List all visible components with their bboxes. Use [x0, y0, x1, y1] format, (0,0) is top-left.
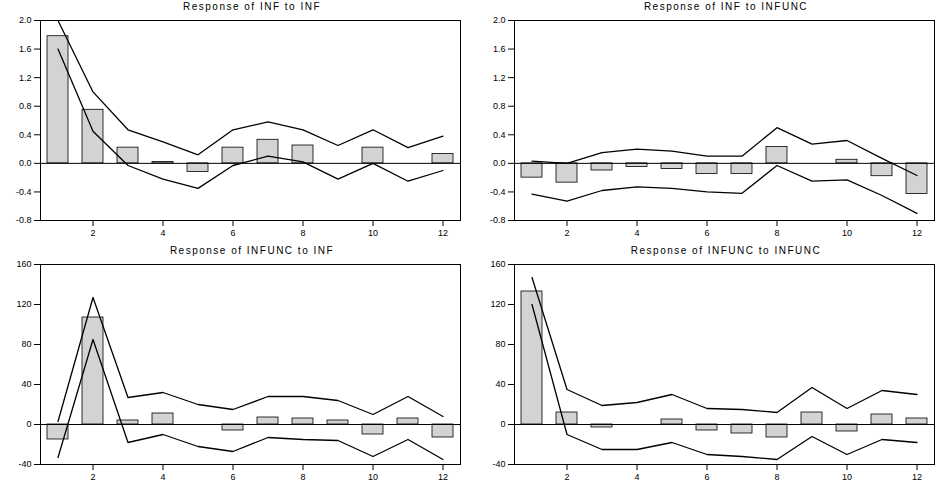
svg-text:0.8: 0.8: [19, 101, 32, 111]
svg-text:0.4: 0.4: [493, 130, 506, 140]
svg-text:6: 6: [230, 228, 235, 238]
svg-text:12: 12: [912, 228, 922, 238]
svg-text:-0.8: -0.8: [490, 215, 506, 225]
svg-text:0.8: 0.8: [493, 101, 506, 111]
svg-text:4: 4: [634, 228, 639, 238]
svg-text:12: 12: [438, 472, 448, 482]
svg-text:6: 6: [704, 228, 709, 238]
svg-text:0.0: 0.0: [19, 158, 32, 168]
svg-text:1.2: 1.2: [493, 73, 506, 83]
svg-text:6: 6: [704, 472, 709, 482]
svg-text:40: 40: [21, 379, 31, 389]
svg-text:8: 8: [774, 228, 779, 238]
svg-text:1.6: 1.6: [19, 44, 32, 54]
svg-text:2: 2: [564, 228, 569, 238]
svg-text:2.0: 2.0: [19, 15, 32, 25]
svg-text:1.6: 1.6: [493, 44, 506, 54]
svg-text:8: 8: [300, 228, 305, 238]
svg-text:-0.4: -0.4: [490, 187, 506, 197]
svg-text:4: 4: [160, 472, 165, 482]
svg-text:6: 6: [230, 472, 235, 482]
svg-text:10: 10: [368, 472, 378, 482]
svg-text:160: 160: [490, 259, 505, 269]
html-text:Response of INFUNC to INF: Response of INFUNC to INF: [169, 245, 335, 256]
svg-text:4: 4: [160, 228, 165, 238]
svg-text:-0.8: -0.8: [16, 215, 32, 225]
svg-text:12: 12: [912, 472, 922, 482]
svg-text:8: 8: [774, 472, 779, 482]
svg-text:0: 0: [26, 419, 31, 429]
svg-text:2: 2: [90, 228, 95, 238]
svg-text:4: 4: [634, 472, 639, 482]
svg-text:-40: -40: [492, 459, 505, 469]
svg-text:10: 10: [368, 228, 378, 238]
html-text:Response of INF to INF: Response of INF to INF: [183, 1, 321, 12]
svg-text:-0.4: -0.4: [16, 187, 32, 197]
svg-text:10: 10: [842, 472, 852, 482]
svg-text:0: 0: [500, 419, 505, 429]
svg-text:160: 160: [16, 259, 31, 269]
svg-text:2.0: 2.0: [493, 15, 506, 25]
svg-text:80: 80: [495, 339, 505, 349]
svg-text:2: 2: [90, 472, 95, 482]
svg-text:80: 80: [21, 339, 31, 349]
svg-text:120: 120: [16, 299, 31, 309]
html-text:Response of INFUNC to INFUNC: Response of INFUNC to INFUNC: [630, 245, 822, 256]
html-text:Response of INF to INFUNC: Response of INF to INFUNC: [643, 1, 809, 12]
svg-text:1.2: 1.2: [19, 73, 32, 83]
svg-text:120: 120: [490, 299, 505, 309]
svg-text:2: 2: [564, 472, 569, 482]
svg-text:40: 40: [495, 379, 505, 389]
svg-text:-40: -40: [18, 459, 31, 469]
svg-text:0.0: 0.0: [493, 158, 506, 168]
svg-text:8: 8: [300, 472, 305, 482]
svg-text:12: 12: [438, 228, 448, 238]
svg-text:10: 10: [842, 228, 852, 238]
svg-text:0.4: 0.4: [19, 130, 32, 140]
